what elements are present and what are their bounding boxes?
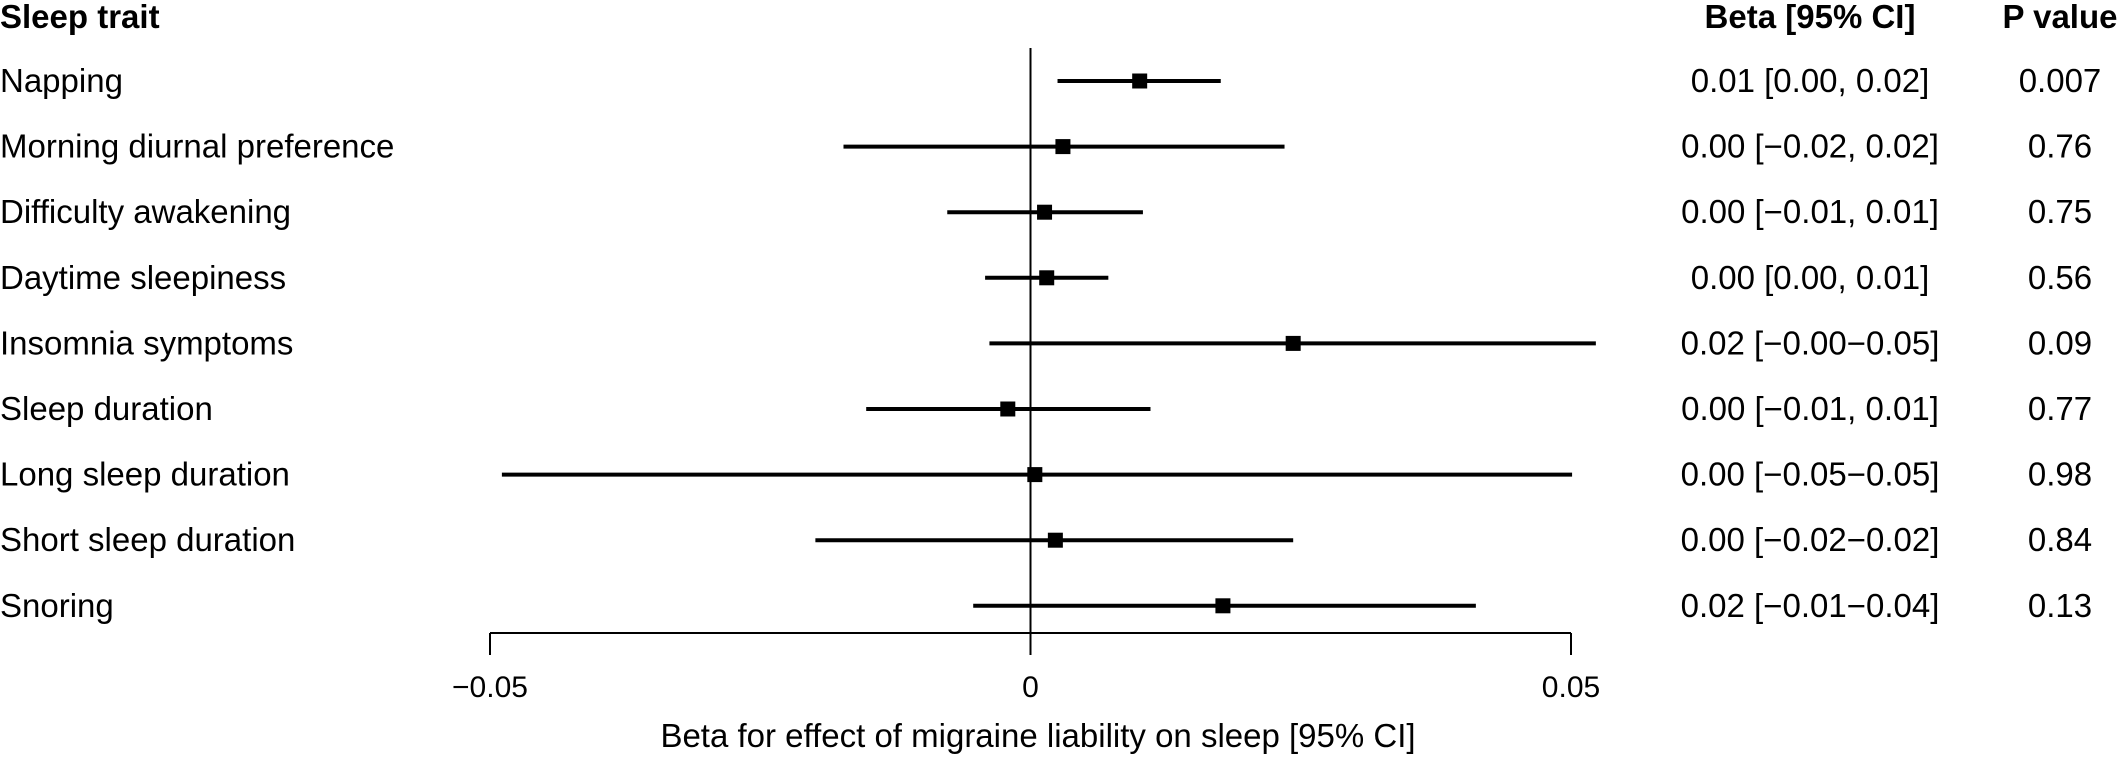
row-trait-label: Insomnia symptoms <box>0 324 293 361</box>
forest-row: Sleep duration 0.00 [−0.01, 0.01] 0.77 <box>0 390 2092 427</box>
row-trait-label: Sleep duration <box>0 390 213 427</box>
row-beta-ci: 0.00 [−0.02, 0.02] <box>1681 128 1939 165</box>
point-estimate-marker <box>1047 532 1063 548</box>
point-estimate-marker <box>1037 204 1053 220</box>
forest-row: Daytime sleepiness 0.00 [0.00, 0.01] 0.56 <box>0 259 2092 296</box>
row-p-value: 0.13 <box>2028 587 2092 624</box>
forest-row: Short sleep duration 0.00 [−0.02−0.02] 0.8… <box>0 521 2092 558</box>
forest-rows: Napping 0.01 [0.00, 0.02] 0.007 Morning diu… <box>0 62 2101 624</box>
row-p-value: 0.77 <box>2028 390 2092 427</box>
header-beta-ci: Beta [95% CI] <box>1705 0 1916 35</box>
point-estimate-marker <box>1055 139 1071 155</box>
x-tick-label: 0 <box>1022 671 1039 704</box>
row-p-value: 0.76 <box>2028 128 2092 165</box>
row-trait-label: Difficulty awakening <box>0 193 291 230</box>
forest-row: Napping 0.01 [0.00, 0.02] 0.007 <box>0 62 2101 99</box>
row-beta-ci: 0.02 [−0.00−0.05] <box>1681 324 1940 361</box>
row-p-value: 0.98 <box>2028 456 2092 493</box>
forest-row: Snoring 0.02 [−0.01−0.04] 0.13 <box>0 587 2092 624</box>
point-estimate-marker <box>1027 467 1043 483</box>
row-p-value: 0.75 <box>2028 193 2092 230</box>
row-trait-label: Morning diurnal preference <box>0 128 394 165</box>
row-p-value: 0.09 <box>2028 324 2092 361</box>
point-estimate-marker <box>1215 598 1231 614</box>
x-tick-label: −0.05 <box>452 671 528 704</box>
point-estimate-marker <box>1000 401 1016 417</box>
row-beta-ci: 0.00 [−0.01, 0.01] <box>1681 193 1939 230</box>
x-tick-label: 0.05 <box>1542 671 1600 704</box>
row-trait-label: Snoring <box>0 587 114 624</box>
forest-row: Difficulty awakening 0.00 [−0.01, 0.01] 0.… <box>0 193 2092 230</box>
row-beta-ci: 0.02 [−0.01−0.04] <box>1681 587 1940 624</box>
row-beta-ci: 0.00 [−0.05−0.05] <box>1681 456 1940 493</box>
row-beta-ci: 0.00 [−0.02−0.02] <box>1681 521 1940 558</box>
x-axis-ticks: −0.05 0 0.05 <box>452 633 1600 704</box>
point-estimate-marker <box>1039 270 1055 286</box>
row-p-value: 0.84 <box>2028 521 2092 558</box>
point-estimate-marker <box>1285 335 1301 351</box>
forest-row: Morning diurnal preference 0.00 [−0.02, 0… <box>0 128 2092 165</box>
row-p-value: 0.007 <box>2019 62 2102 99</box>
row-trait-label: Daytime sleepiness <box>0 259 286 296</box>
row-trait-label: Napping <box>0 62 123 99</box>
row-beta-ci: 0.01 [0.00, 0.02] <box>1691 62 1930 99</box>
x-axis: −0.05 0 0.05 <box>452 632 1600 704</box>
header-p-value: P value <box>2003 0 2118 35</box>
row-trait-label: Long sleep duration <box>0 456 290 493</box>
row-trait-label: Short sleep duration <box>0 521 295 558</box>
row-p-value: 0.56 <box>2028 259 2092 296</box>
row-beta-ci: 0.00 [−0.01, 0.01] <box>1681 390 1939 427</box>
forest-row: Insomnia symptoms 0.02 [−0.00−0.05] 0.09 <box>0 324 2092 361</box>
header-sleep-trait: Sleep trait <box>0 0 160 35</box>
x-axis-label: Beta for effect of migraine liability on… <box>660 717 1415 754</box>
forest-row: Long sleep duration 0.00 [−0.05−0.05] 0.98 <box>0 456 2092 493</box>
row-beta-ci: 0.00 [0.00, 0.01] <box>1691 259 1930 296</box>
point-estimate-marker <box>1132 73 1148 89</box>
